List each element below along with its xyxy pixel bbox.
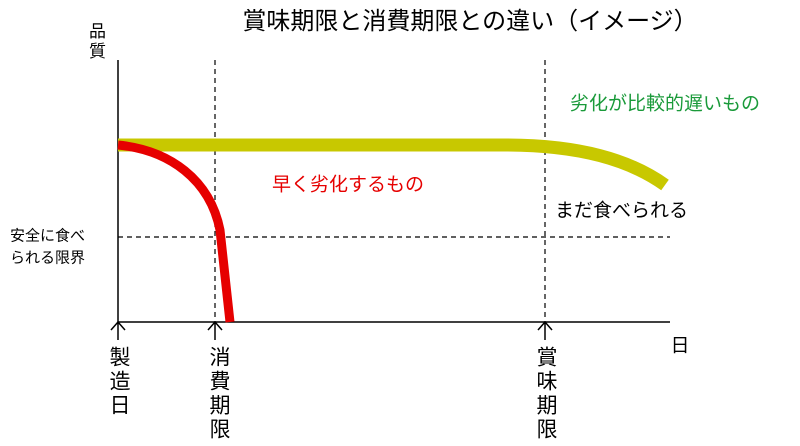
threshold-label: 安全に食べ [10, 227, 85, 245]
slow-label: 劣化が比較的遅いもの [570, 93, 760, 115]
marker-label: 賞味期限 [534, 346, 558, 442]
marker-label: 製造日 [107, 346, 131, 418]
marker-arrow [110, 320, 126, 340]
marker-arrow [207, 320, 223, 340]
marker-arrow [537, 320, 553, 340]
marker-label: 消費期限 [207, 346, 231, 442]
x-axis-label: 日 [670, 335, 689, 357]
fast-label: 早く劣化するもの [272, 174, 424, 196]
fast-curve [117, 140, 235, 323]
slow-curve [118, 138, 669, 191]
y-axis-label: 品質 [85, 22, 106, 62]
title: 賞味期限と消費期限との違い（イメージ） [242, 7, 697, 35]
threshold-label: られる限界 [10, 249, 85, 267]
edible-label: まだ食べられる [555, 200, 688, 222]
